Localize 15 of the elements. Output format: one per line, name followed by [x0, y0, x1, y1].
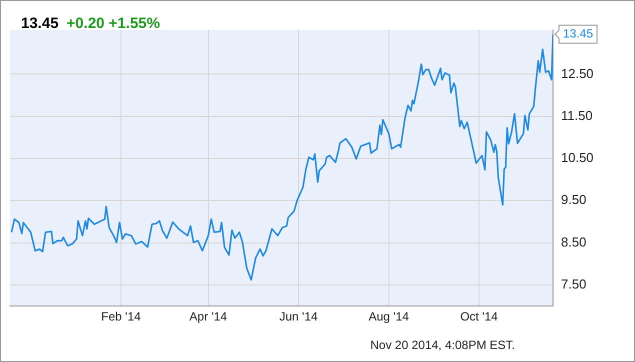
- y-tick-label: 9.50: [561, 192, 586, 208]
- y-tick-label: 10.50: [561, 150, 594, 166]
- annotation: 13.45: [563, 26, 594, 41]
- x-tick-label: Feb '14: [101, 310, 142, 324]
- y-tick-label: 11.50: [561, 108, 593, 123]
- text: Nov 20 2014, 4:08PM EST.: [370, 338, 515, 352]
- x-tick-label: Apr '14: [189, 310, 228, 324]
- x-tick-label: Oct '14: [460, 310, 498, 324]
- x-tick-label: Aug '14: [368, 310, 410, 324]
- y-tick-label: 7.50: [561, 276, 586, 292]
- y-tick-label: 12.50: [561, 66, 594, 81]
- chart-subtitle: +0.20 +1.55%: [66, 15, 160, 32]
- x-tick-label: Jun '14: [279, 310, 318, 324]
- y-tick-label: 8.50: [561, 234, 586, 250]
- chart-title: 13.45: [21, 15, 59, 32]
